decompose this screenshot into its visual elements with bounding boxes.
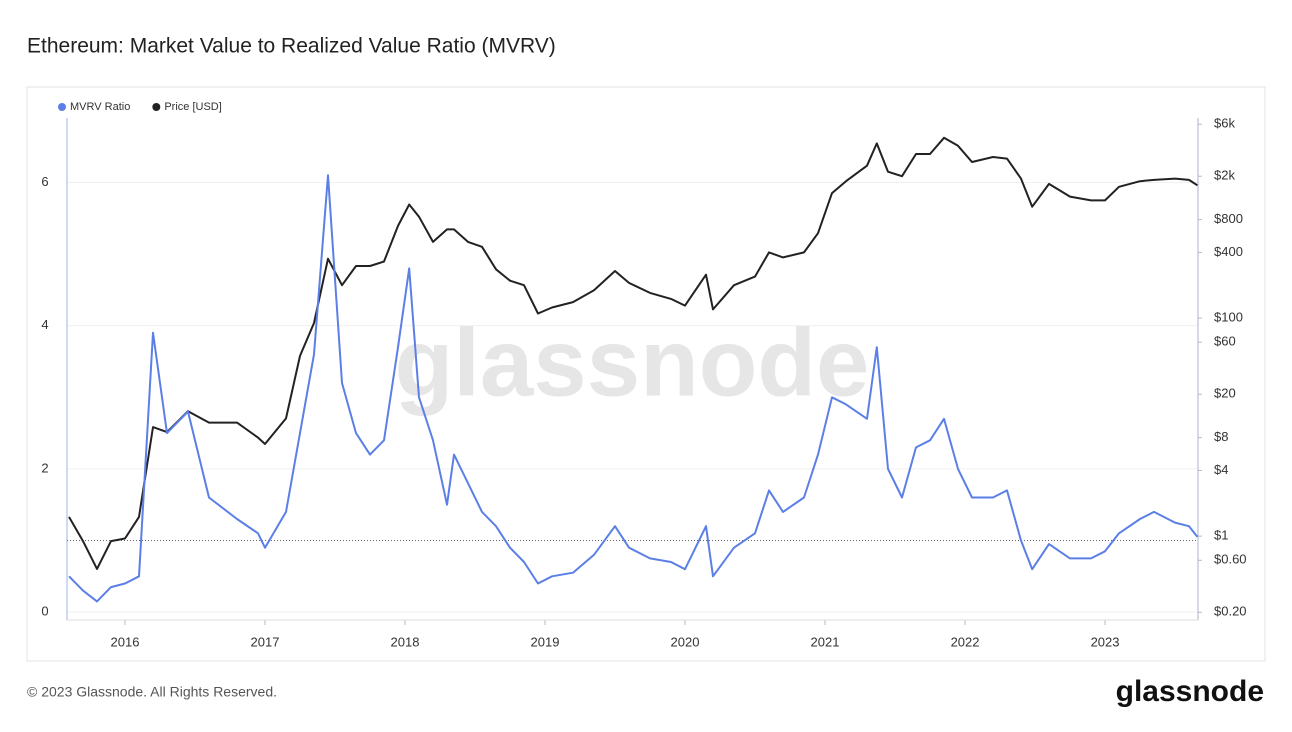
y2-tick-label: $0.60 — [1214, 552, 1247, 567]
y-tick-label: 0 — [41, 604, 48, 619]
x-tick-label: 2022 — [951, 634, 980, 649]
y2-tick-label: $2k — [1214, 168, 1235, 183]
y2-tick-label: $8 — [1214, 429, 1228, 444]
legend-label: Price [USD] — [164, 101, 221, 113]
y2-tick-label: $60 — [1214, 334, 1236, 349]
x-tick-label: 2020 — [671, 634, 700, 649]
chart-frame — [26, 86, 1266, 662]
footer: © 2023 Glassnode. All Rights Reserved. — [27, 684, 277, 700]
y2-tick-label: $400 — [1214, 244, 1243, 259]
y2-tick-label: $1 — [1214, 528, 1228, 543]
x-tick-label: 2018 — [391, 634, 420, 649]
legend-marker — [58, 103, 66, 111]
y2-tick-label: $20 — [1214, 386, 1236, 401]
chart-title: Ethereum: Market Value to Realized Value… — [27, 35, 556, 58]
series-line — [68, 174, 1199, 603]
y-tick-label: 6 — [41, 174, 48, 189]
y2-tick-label: $6k — [1214, 116, 1235, 131]
y2-tick-label: $0.20 — [1214, 604, 1247, 619]
logo: glassnode — [1116, 675, 1264, 708]
y-tick-label: 2 — [41, 460, 48, 475]
y2-tick-label: $4 — [1214, 462, 1228, 477]
legend-marker — [152, 103, 161, 111]
x-tick-label: 2023 — [1091, 634, 1120, 649]
x-tick-label: 2021 — [811, 634, 840, 649]
x-tick-label: 2017 — [251, 634, 280, 649]
legend-label: MVRV Ratio — [70, 101, 130, 113]
x-tick-label: 2019 — [531, 634, 560, 649]
series-line — [68, 136, 1198, 570]
y-tick-label: 4 — [41, 317, 48, 332]
watermark: glassnode — [395, 309, 870, 416]
y2-tick-label: $800 — [1214, 211, 1243, 226]
x-tick-label: 2016 — [111, 634, 140, 649]
y2-tick-label: $100 — [1214, 309, 1243, 324]
